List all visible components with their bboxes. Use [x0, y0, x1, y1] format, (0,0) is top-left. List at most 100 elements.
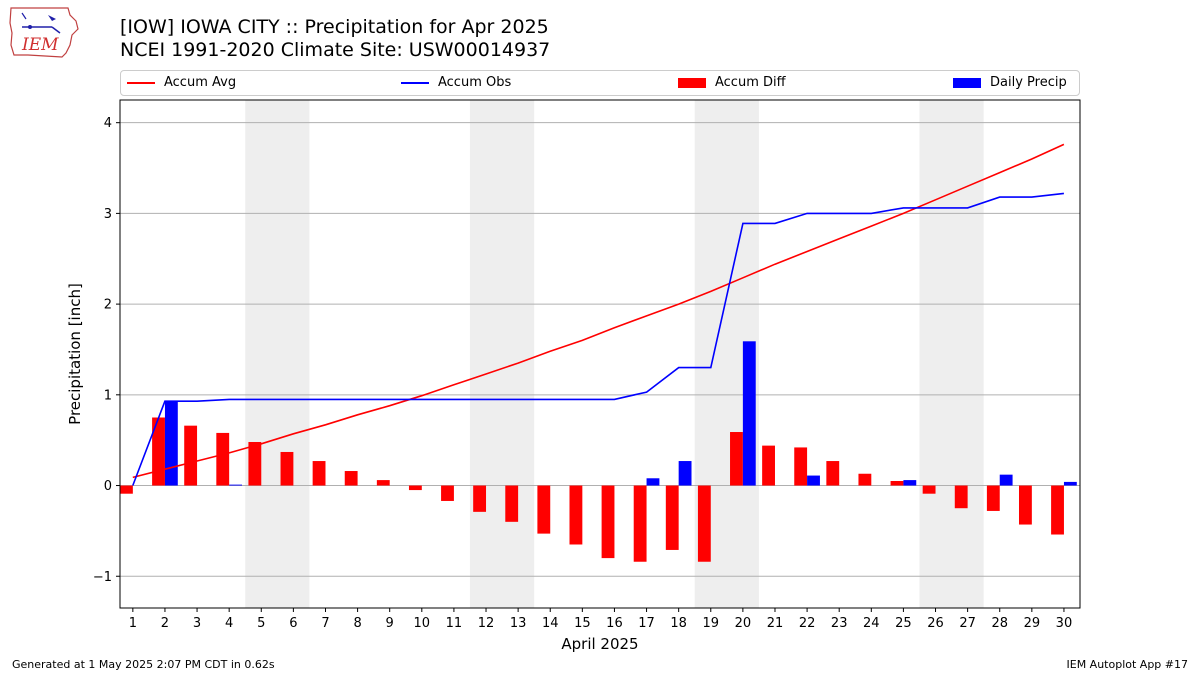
- accum-diff-bar: [858, 473, 872, 486]
- x-tick-label: 30: [1056, 616, 1073, 631]
- accum-diff-bar: [184, 425, 198, 486]
- x-tick-label: 10: [414, 616, 431, 631]
- accum-diff-bar: [697, 485, 711, 562]
- accum-diff-bar: [248, 441, 262, 486]
- x-tick-label: 9: [386, 616, 394, 631]
- accum-diff-bar: [120, 485, 133, 494]
- accum-diff-bar: [537, 485, 551, 534]
- accum-diff-bar: [633, 485, 647, 562]
- x-tick-label: 18: [670, 616, 687, 631]
- x-tick-label: 2: [161, 616, 169, 631]
- accum-diff-bar: [601, 485, 615, 559]
- accum-diff-bar: [280, 451, 294, 486]
- legend-daily-precip: Daily Precip: [953, 75, 1067, 90]
- accum-diff-bar: [312, 461, 326, 486]
- daily-precip-bar: [164, 401, 178, 486]
- chart-subtitle: NCEI 1991-2020 Climate Site: USW00014937: [120, 39, 551, 61]
- accum-diff-bar: [890, 481, 904, 486]
- legend-accum-avg-swatch: [127, 81, 155, 84]
- accum-diff-bar: [569, 485, 583, 545]
- x-tick-label: 23: [831, 616, 848, 631]
- accum-diff-bar: [376, 480, 390, 486]
- x-tick-label: 19: [702, 616, 719, 631]
- accum-diff-bar: [665, 485, 679, 550]
- accum-diff-bar: [1018, 485, 1032, 525]
- footer-generated: Generated at 1 May 2025 2:07 PM CDT in 0…: [12, 658, 275, 671]
- legend-daily-precip-label: Daily Precip: [990, 75, 1067, 90]
- accum-diff-bar: [408, 485, 422, 491]
- legend-accum-avg-label: Accum Avg: [164, 75, 237, 90]
- y-axis-label: Precipitation [inch]: [66, 283, 84, 425]
- x-tick-label: 7: [321, 616, 329, 631]
- x-tick-label: 8: [353, 616, 361, 631]
- footer-app: IEM Autoplot App #17: [1066, 658, 1189, 671]
- x-tick-label: 26: [927, 616, 944, 631]
- x-tick-label: 6: [289, 616, 297, 631]
- x-axis-label: April 2025: [561, 635, 638, 653]
- weekend-shade: [245, 100, 310, 608]
- accum-diff-bar: [794, 447, 808, 486]
- x-tick-label: 1: [129, 616, 137, 631]
- weekend-shade: [469, 100, 535, 608]
- legend-accum-obs: Accum Obs: [401, 75, 511, 90]
- daily-precip-bar: [646, 478, 660, 486]
- daily-precip-bar: [999, 474, 1013, 486]
- legend-accum-obs-label: Accum Obs: [438, 75, 512, 90]
- x-tick-label: 20: [735, 616, 752, 631]
- accum-diff-bar: [441, 485, 454, 501]
- legend: Accum Avg Accum Obs Accum Diff Daily Pre…: [120, 70, 1080, 96]
- legend-daily-precip-swatch: [953, 77, 981, 88]
- y-tick-label: 1: [104, 388, 112, 403]
- daily-precip-bar: [742, 341, 756, 486]
- iem-logo: IEM: [8, 5, 80, 59]
- accum-avg-line: [132, 143, 1065, 479]
- chart-title: [IOW] IOWA CITY :: Precipitation for Apr…: [120, 16, 549, 38]
- x-tick-label: 15: [574, 616, 591, 631]
- daily-precip-bar: [229, 484, 243, 486]
- x-tick-label: 4: [225, 616, 233, 631]
- accum-diff-bar: [473, 485, 487, 512]
- x-tick-label: 12: [478, 616, 495, 631]
- x-tick-label: 5: [257, 616, 265, 631]
- daily-precip-bar: [1063, 481, 1077, 486]
- y-tick-label: −1: [93, 570, 112, 585]
- x-tick-label: 29: [1024, 616, 1041, 631]
- accum-diff-bar: [762, 445, 775, 486]
- plot-frame: [119, 99, 1081, 609]
- accum-diff-bar: [826, 461, 840, 486]
- daily-precip-bar: [903, 480, 917, 486]
- accum-diff-bar: [505, 485, 519, 522]
- y-tick-label: 2: [104, 298, 112, 313]
- legend-accum-diff-swatch: [678, 77, 706, 88]
- accum-diff-bar: [1051, 485, 1064, 535]
- x-tick-label: 17: [638, 616, 655, 631]
- accum-diff-bar: [344, 471, 358, 486]
- x-tick-label: 3: [193, 616, 201, 631]
- accum-diff-bar: [922, 485, 936, 494]
- x-tick-label: 22: [799, 616, 816, 631]
- x-tick-label: 21: [767, 616, 784, 631]
- logo-text: IEM: [21, 35, 59, 55]
- accum-obs-line: [132, 192, 1064, 486]
- y-tick-label: 4: [104, 116, 112, 131]
- accum-diff-bar: [954, 485, 968, 509]
- x-tick-label: 13: [510, 616, 527, 631]
- x-tick-label: 11: [446, 616, 463, 631]
- legend-accum-obs-swatch: [401, 81, 429, 84]
- x-tick-label: 28: [991, 616, 1008, 631]
- daily-precip-bar: [678, 461, 692, 486]
- legend-accum-avg: Accum Avg: [127, 75, 236, 90]
- x-tick-label: 24: [863, 616, 880, 631]
- x-tick-label: 27: [959, 616, 976, 631]
- accum-diff-bar: [986, 485, 1000, 511]
- x-tick-label: 14: [542, 616, 559, 631]
- weekend-shade: [919, 100, 984, 608]
- y-tick-label: 3: [104, 207, 112, 222]
- accum-diff-bar: [216, 432, 230, 486]
- accum-diff-bar: [730, 432, 743, 486]
- legend-accum-diff: Accum Diff: [678, 75, 786, 90]
- x-tick-label: 16: [606, 616, 623, 631]
- legend-accum-diff-label: Accum Diff: [715, 75, 786, 90]
- plot-area: [120, 143, 1077, 562]
